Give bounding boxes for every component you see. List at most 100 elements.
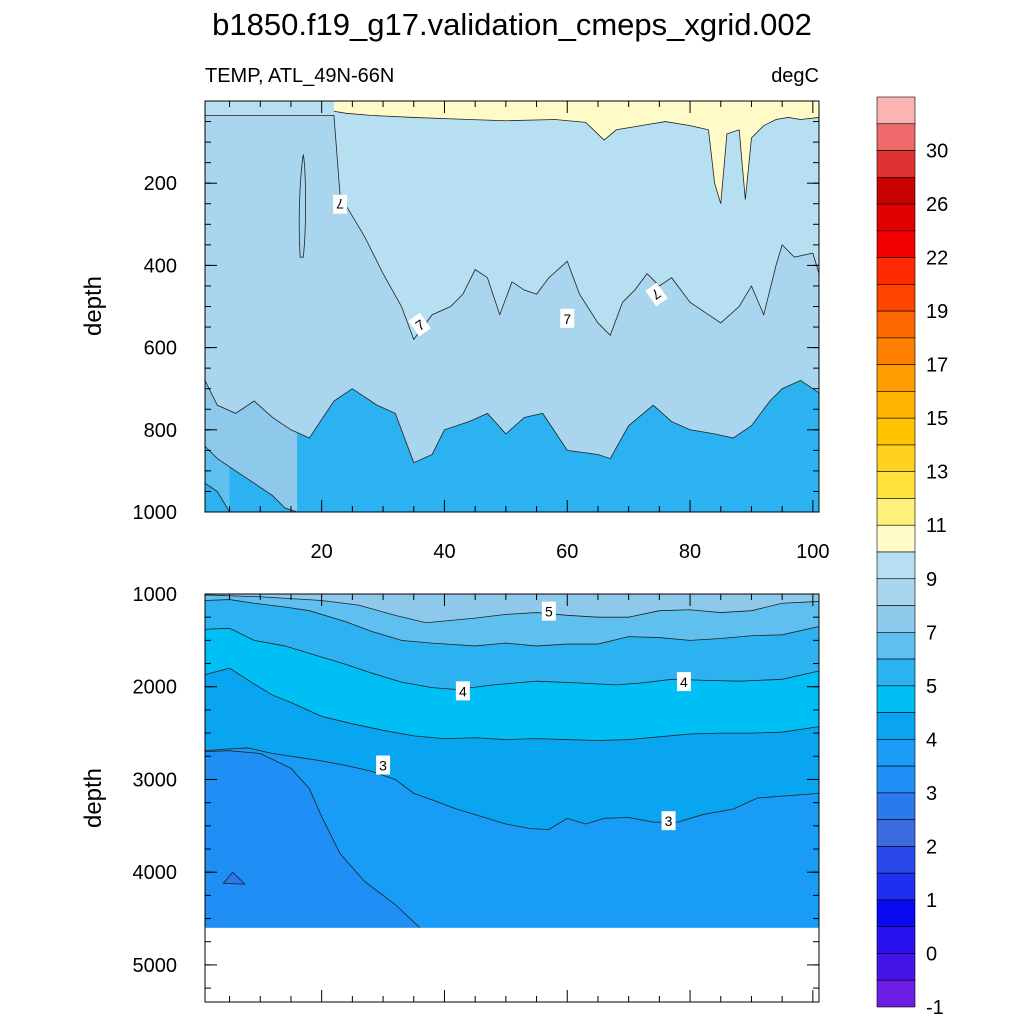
units-label: degC <box>771 65 819 87</box>
y-tick-label: 5000 <box>133 955 178 977</box>
contour-label-box <box>676 672 691 692</box>
upper-panel: 7 7 7 7 200 400 600 800 1000 20 40 60 80 100 <box>133 100 830 563</box>
colorbar-swatch <box>876 872 916 901</box>
x-tick-label: 40 <box>433 541 455 563</box>
contour-label: 7 <box>333 194 348 214</box>
colorbar-swatch <box>876 96 916 125</box>
colorbar-swatch <box>876 551 916 580</box>
colorbar-label: 30 <box>926 141 948 163</box>
contour-label-text: 4 <box>680 674 688 690</box>
y-tick-label: 1000 <box>133 502 178 524</box>
y-tick-label: 2000 <box>133 677 178 699</box>
colorbar-label: 3 <box>926 783 937 805</box>
contour-label-text: 7 <box>563 311 571 327</box>
colorbar-swatch <box>876 498 916 526</box>
lower-panel: 5 4 4 3 3 1000 2000 3000 4000 5000 <box>133 584 820 1003</box>
colorbar-swatch <box>876 150 916 178</box>
contour-label-box <box>333 194 348 214</box>
contour-label: 7 <box>560 308 575 328</box>
upper-y-axis-label: depth <box>80 276 107 336</box>
contour-label: 7 <box>408 312 431 337</box>
contour-line <box>205 599 819 647</box>
contour-label: 4 <box>676 672 691 692</box>
contour-label-text: 5 <box>545 604 553 620</box>
colorbar-swatch <box>876 765 916 794</box>
colorbar-swatch <box>876 819 916 847</box>
colorbar-label: 0 <box>926 943 937 965</box>
colorbar-label: 7 <box>926 622 937 644</box>
colorbar-label: 11 <box>926 515 947 537</box>
colorbar-swatch <box>876 123 916 151</box>
colorbar-swatch <box>876 899 916 928</box>
y-tick-label: 3000 <box>133 769 178 791</box>
colorbar-swatch <box>876 979 916 1008</box>
x-tick-label: 100 <box>796 541 829 563</box>
colorbar-label: 13 <box>926 462 948 484</box>
contour-line <box>205 627 819 690</box>
contour-line <box>333 110 819 204</box>
colorbar-swatch <box>876 364 916 392</box>
y-tick-label: 1000 <box>133 584 178 606</box>
colorbar-swatch <box>876 846 916 874</box>
contour-feature <box>298 154 306 258</box>
contour-label-box <box>645 282 668 307</box>
contour-label: 7 <box>645 282 668 307</box>
contour-line <box>205 445 298 512</box>
colorbar-label: 9 <box>926 569 937 591</box>
contour-label-box <box>376 755 391 775</box>
y-tick-label: 4000 <box>133 862 178 884</box>
x-tick-label: 80 <box>679 541 701 563</box>
colorbar-swatch <box>876 926 916 954</box>
contour-band-5-6 <box>205 594 819 623</box>
colorbar-label: 5 <box>926 676 937 698</box>
variable-label: TEMP, ATL_49N-66N <box>205 65 394 87</box>
contour-label-text: 4 <box>459 683 467 699</box>
contour-label-text: 7 <box>336 196 344 212</box>
lower-y-axis-label: depth <box>80 768 107 828</box>
contour-line <box>205 482 230 512</box>
colorbar-label: 26 <box>926 194 948 216</box>
contour-label: 5 <box>541 601 556 621</box>
contour-band-2.5-3 <box>205 747 819 928</box>
colorbar-label: -1 <box>926 997 944 1019</box>
y-tick-label: 200 <box>144 173 177 195</box>
no-data-region <box>205 927 819 1002</box>
colorbar-label: 19 <box>926 301 948 323</box>
colorbar-swatch <box>876 284 916 312</box>
colorbar-swatch <box>876 230 916 258</box>
contour-label-box <box>560 308 575 328</box>
x-tick-label: 60 <box>556 541 578 563</box>
colorbar-label: 17 <box>926 355 948 377</box>
colorbar-swatch <box>876 176 916 205</box>
y-tick-label: 600 <box>144 338 177 360</box>
colorbar-swatch <box>876 310 916 339</box>
colorbar-swatch <box>876 444 916 473</box>
colorbar-swatch <box>876 792 916 820</box>
contour-label-box <box>455 681 470 701</box>
plot-frame <box>204 593 820 1003</box>
colorbar-swatch <box>876 578 916 606</box>
contour-label-text: 3 <box>665 813 673 829</box>
colorbar-swatch <box>876 417 916 446</box>
colorbar-swatch <box>876 658 916 687</box>
colorbar-swatch <box>876 203 916 232</box>
contour-label-box <box>661 811 676 831</box>
contour-line <box>205 747 819 830</box>
colorbar-swatch <box>876 631 916 660</box>
colorbar-swatch <box>876 471 916 499</box>
contour-line <box>205 380 819 464</box>
colorbar-swatch <box>876 605 916 633</box>
contour-label: 3 <box>376 755 391 775</box>
contour-label: 3 <box>661 811 676 831</box>
y-tick-label: 800 <box>144 420 177 442</box>
contour-band-8-9 <box>333 101 819 204</box>
contour-label-box <box>541 601 556 621</box>
contour-label-text: 3 <box>379 758 387 774</box>
x-tick-label: 20 <box>311 541 333 563</box>
colorbar-swatch <box>876 739 916 767</box>
colorbar-swatch <box>876 685 916 713</box>
contour-line <box>205 114 819 341</box>
colorbar-label: 4 <box>926 729 937 751</box>
contour-band-7-8 <box>205 101 819 340</box>
